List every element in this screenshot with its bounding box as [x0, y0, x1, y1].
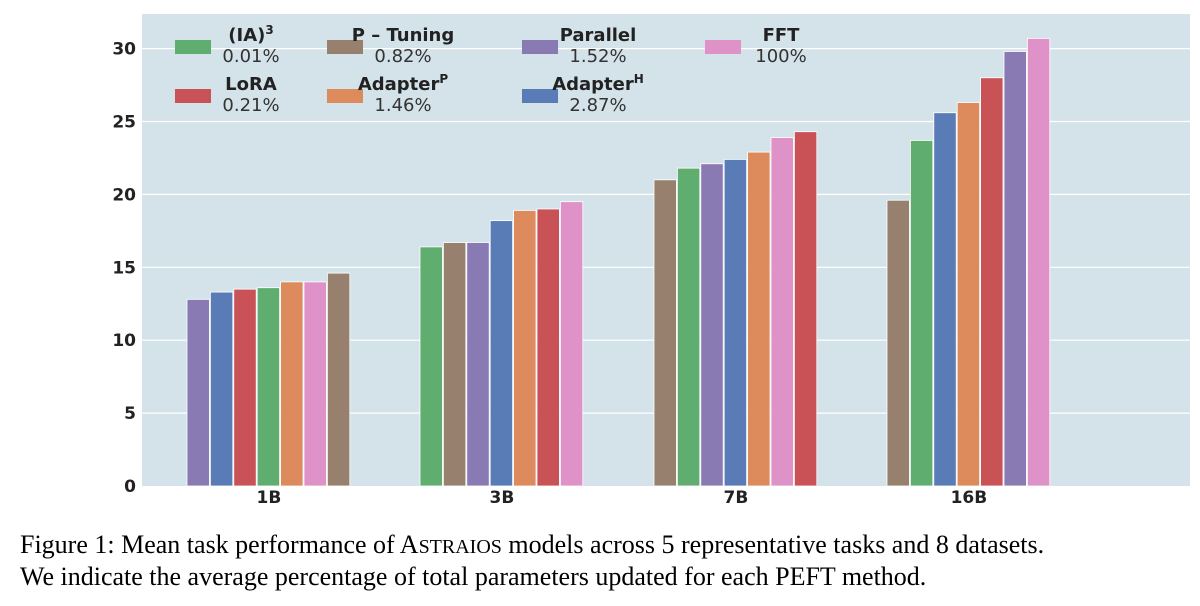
- legend-label-AdapterP: AdapterP: [358, 72, 449, 95]
- legend-label-LoRA: LoRA: [225, 74, 277, 95]
- bar-7B-AdapterH: [723, 159, 748, 487]
- y-tick-label: 25: [112, 113, 136, 133]
- caption-prefix: Figure 1: Mean task performance of: [20, 530, 400, 559]
- bar-1B-FFT: [303, 281, 327, 487]
- legend-swatch-IA3: [175, 40, 211, 54]
- bar-7B-LoRA: [794, 131, 818, 487]
- bar-7B-FFT: [770, 137, 794, 487]
- x-tick-label: 7B: [724, 488, 749, 508]
- bar-1B-IA3: [256, 287, 281, 487]
- y-tick-label: 20: [112, 185, 136, 205]
- legend-pct-FFT: 100%: [755, 46, 806, 67]
- bar-16B-LoRA: [980, 77, 1004, 487]
- bar-16B-IA3: [910, 140, 934, 487]
- bar-3B-LoRA: [536, 208, 560, 487]
- bar-3B-PTuning: [442, 242, 467, 487]
- y-tick-label: 0: [124, 477, 136, 497]
- legend-pct-LoRA: 0.21%: [222, 95, 279, 116]
- y-tick-label: 5: [124, 404, 136, 424]
- bars: [186, 37, 1051, 487]
- bar-1B-PTuning: [326, 272, 351, 487]
- y-tick-label: 15: [112, 258, 136, 278]
- x-axis-ticks: 1B 3B 7B 16B: [257, 488, 988, 508]
- bar-16B-AdapterH: [933, 112, 957, 487]
- bar-3B-IA3: [419, 246, 443, 487]
- bar-16B-Parallel: [1003, 51, 1027, 487]
- legend-swatch-LoRA: [175, 89, 211, 103]
- bar-1B-AdapterP: [280, 281, 304, 487]
- bar-7B-Parallel: [700, 163, 724, 487]
- legend-label-AdapterH: AdapterH: [552, 72, 644, 95]
- x-tick-label: 1B: [257, 488, 282, 508]
- bar-3B-AdapterP: [513, 210, 537, 487]
- legend-swatch-Parallel: [522, 40, 558, 54]
- caption-suffix: models across 5 representative tasks and…: [501, 530, 1045, 559]
- legend-label-IA3: (IA)3: [228, 23, 273, 46]
- y-axis-ticks: 0 5 10 15 20 25 30: [112, 40, 136, 497]
- bar-1B-AdapterH: [209, 291, 234, 487]
- figure-caption: Figure 1: Mean task performance of ASTRA…: [20, 530, 1190, 592]
- bar-1B-LoRA: [233, 288, 257, 487]
- caption-line-2: We indicate the average percentage of to…: [20, 562, 927, 591]
- x-tick-label: 3B: [490, 488, 515, 508]
- legend-swatch-AdapterH: [522, 89, 558, 103]
- y-tick-label: 10: [112, 331, 136, 351]
- bar-3B-FFT: [560, 201, 584, 487]
- legend-swatch-PTuning: [327, 40, 363, 54]
- legend-pct-Parallel: 1.52%: [569, 46, 626, 67]
- bar-7B-PTuning: [653, 179, 677, 487]
- legend-swatch-FFT: [705, 40, 741, 54]
- bar-3B-Parallel: [466, 242, 490, 487]
- model-name-rest: STRAIOS: [418, 536, 502, 558]
- y-tick-label: 30: [112, 40, 136, 60]
- bar-7B-AdapterP: [747, 151, 771, 487]
- legend-pct-AdapterH: 2.87%: [569, 95, 626, 116]
- legend-label-Parallel: Parallel: [560, 25, 637, 46]
- legend-pct-IA3: 0.01%: [222, 46, 279, 67]
- bar-16B-AdapterP: [956, 102, 981, 487]
- chart: 0 5 10 15 20 25 30 1B 3B 7B 16B (IA)30.01% LoRA0.2…: [112, 14, 1190, 508]
- bar-16B-PTuning: [886, 199, 910, 487]
- bar-16B-FFT: [1027, 37, 1051, 487]
- x-tick-label: 16B: [951, 488, 988, 508]
- model-name-first: A: [399, 530, 419, 559]
- legend-label-PTuning: P – Tuning: [352, 25, 455, 46]
- bar-3B-AdapterH: [489, 220, 514, 487]
- bar-1B-Parallel: [186, 298, 210, 487]
- legend-label-FFT: FFT: [763, 25, 801, 46]
- legend-pct-PTuning: 0.82%: [374, 46, 431, 67]
- legend-pct-AdapterP: 1.46%: [374, 95, 431, 116]
- legend-swatch-AdapterP: [327, 89, 363, 103]
- bar-7B-IA3: [677, 167, 701, 487]
